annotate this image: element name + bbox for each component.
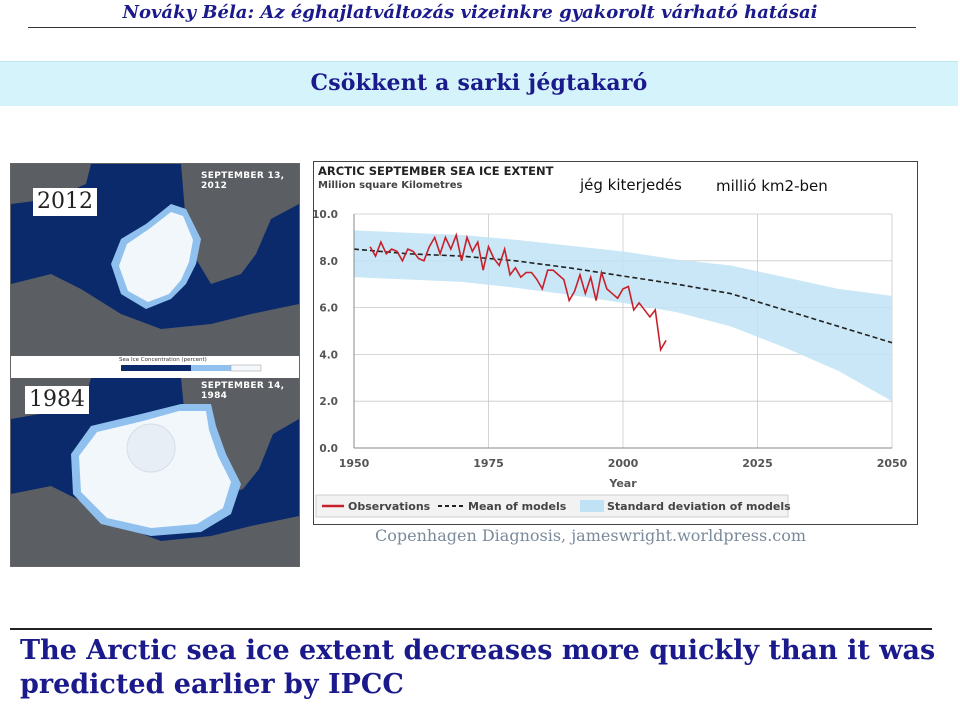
mean-of-models-line (353, 248, 893, 344)
map-1984-date: SEPTEMBER 14, 1984 (201, 381, 285, 401)
caption-rule (10, 628, 932, 630)
sea-ice-extent-chart: ARCTIC SEPTEMBER SEA ICE EXTENT Million s… (313, 161, 918, 525)
legend-mean-label: Mean of models (468, 500, 567, 513)
x-axis-label: Year (608, 477, 637, 490)
x-tick-label: 1975 (473, 457, 504, 470)
y-tick-label: 10.0 (314, 209, 338, 221)
concentration-scale-light (230, 364, 262, 372)
map-2012-russia (11, 164, 91, 204)
x-tick-label: 1950 (339, 457, 370, 470)
map-2012-year-label: 2012 (33, 188, 97, 216)
chart-svg: ARCTIC SEPTEMBER SEA ICE EXTENT Million s… (314, 164, 908, 518)
map-1984-year-label: 1984 (25, 386, 89, 414)
concentration-scale-mid (191, 365, 231, 371)
y-tick-label: 2.0 (319, 396, 338, 408)
slide-caption: The Arctic sea ice extent decreases more… (20, 635, 936, 700)
observations-line (369, 232, 667, 353)
chart-title: ARCTIC SEPTEMBER SEA ICE EXTENT (318, 164, 554, 178)
sea-ice-maps: 2012 SEPTEMBER 13, 2012 Sea Ice Concentr… (10, 163, 300, 567)
annotation-unit-hu: millió km2-ben (716, 177, 828, 195)
source-credit: Copenhagen Diagnosis, jameswright.worldp… (375, 526, 807, 545)
std-deviation-band (354, 230, 892, 402)
legend-observations-label: Observations (348, 500, 431, 513)
y-tick-label: 8.0 (319, 256, 338, 268)
y-tick-label: 6.0 (319, 303, 338, 315)
header-rule (28, 27, 916, 28)
concentration-legend-label: Sea Ice Concentration (percent) (119, 357, 207, 363)
x-tick-label: 2000 (608, 457, 639, 470)
x-tick-label: 2025 (742, 457, 773, 470)
slide-title: Csökkent a sarki jégtakaró (310, 70, 648, 96)
map-2012-north-america (11, 274, 299, 356)
y-tick-label: 0.0 (319, 443, 338, 455)
legend-box (315, 494, 789, 518)
slide-header-title: Nováky Béla: Az éghajlatváltozás vizeink… (122, 2, 818, 23)
title-banner: Csökkent a sarki jégtakaró (0, 61, 958, 106)
map-2012-greenland (181, 164, 299, 284)
annotation-ice-extent-hu: jég kiterjedés (580, 176, 682, 194)
map-1984-north-america (11, 486, 299, 566)
sea-ice-map-images (11, 164, 299, 566)
map-1984-pole-hole (126, 423, 176, 473)
y-tick-label: 4.0 (319, 349, 338, 361)
map-2012-date: SEPTEMBER 13, 2012 (201, 171, 285, 191)
chart-subtitle: Million square Kilometres (318, 180, 462, 191)
legend-band-label: Standard deviation of models (607, 500, 791, 513)
x-tick-label: 2050 (877, 457, 908, 470)
map-2012-ice (119, 212, 193, 302)
concentration-scale-dark (121, 365, 191, 371)
legend-band-swatch (580, 500, 604, 512)
